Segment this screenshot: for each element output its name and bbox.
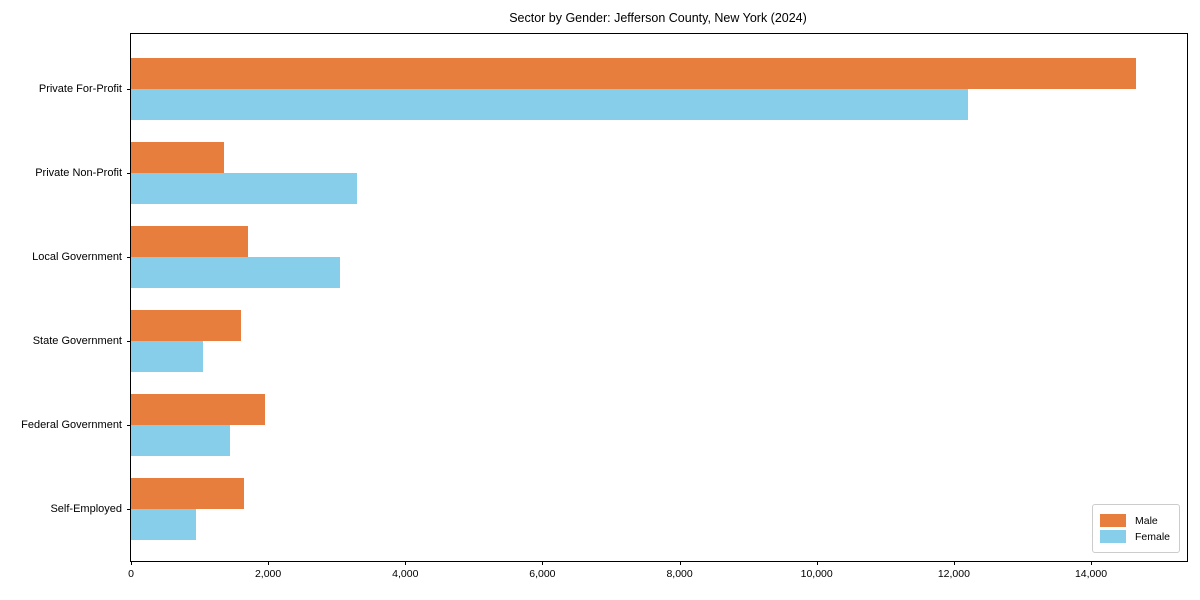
bar-female-local-government: [131, 257, 341, 288]
chart-title: Sector by Gender: Jefferson County, New …: [509, 11, 807, 25]
bar-male-state-government: [131, 310, 241, 341]
y-tick-mark: [127, 341, 131, 342]
category-label-federal-government: Federal Government: [21, 419, 122, 431]
bar-male-private-for-profit: [131, 58, 1136, 89]
bar-female-private-for-profit: [131, 89, 968, 120]
x-tick-mark: [405, 561, 407, 565]
y-tick-mark: [127, 173, 131, 174]
category-label-private-for-profit: Private For-Profit: [38, 83, 122, 95]
bar-male-local-government: [131, 226, 248, 257]
x-tick-mark: [542, 561, 544, 565]
legend-item-female: Female: [1099, 530, 1170, 543]
bar-female-private-non-profit: [131, 173, 358, 204]
category-label-local-government: Local Government: [32, 251, 122, 263]
category-label-private-non-profit: Private Non-Profit: [35, 167, 122, 179]
x-tick-label: 10,000: [800, 568, 833, 580]
x-tick-label: 8,000: [666, 568, 693, 580]
x-tick-label: 14,000: [1074, 568, 1108, 580]
x-tick-label: 0: [128, 568, 134, 580]
x-tick-mark: [679, 561, 681, 565]
category-label-self-employed: Self-Employed: [50, 503, 122, 515]
y-tick-mark: [127, 425, 131, 426]
x-tick-label: 12,000: [937, 568, 970, 580]
bar-male-self-employed: [131, 478, 245, 509]
x-tick-label: 2,000: [254, 568, 282, 580]
x-tick-mark: [131, 561, 132, 565]
legend-swatch-male: [1099, 514, 1126, 527]
category-label-state-government: State Government: [32, 335, 122, 347]
legend-item-male: Male: [1099, 514, 1170, 527]
legend-swatch-female: [1099, 530, 1126, 543]
x-tick-mark: [816, 561, 818, 565]
bar-male-federal-government: [131, 394, 265, 425]
y-tick-mark: [127, 257, 131, 258]
bar-female-federal-government: [131, 425, 231, 456]
x-tick-label: 4,000: [392, 568, 419, 580]
x-tick-label: 6,000: [529, 568, 556, 580]
y-tick-mark: [127, 509, 131, 510]
x-tick-mark: [268, 561, 270, 565]
legend: Male Female: [1091, 504, 1180, 553]
bar-male-private-non-profit: [131, 142, 224, 173]
x-tick-mark: [1091, 561, 1092, 565]
plot-area: 0 2,000 4,000 6,000 8,000 10,000 12,000 14,000 …: [21, 33, 1188, 580]
y-tick-mark: [127, 89, 131, 90]
x-tick-mark: [953, 561, 955, 565]
legend-label: Female: [1134, 530, 1170, 543]
bar-female-self-employed: [131, 509, 197, 540]
legend-label: Male: [1134, 514, 1158, 527]
bar-female-state-government: [131, 341, 203, 372]
